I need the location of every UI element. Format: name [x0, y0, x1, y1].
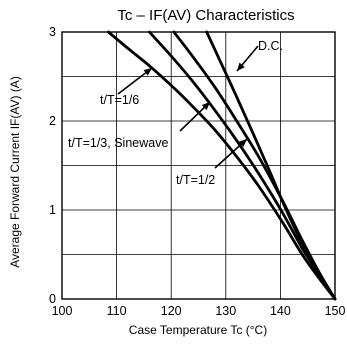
x-tick-label: 140 — [270, 304, 291, 318]
plot-frame — [61, 31, 336, 300]
x-tick-label: 110 — [107, 304, 127, 318]
annotation-arrowhead — [238, 139, 247, 147]
annotation-label: t/T=1/3, Sinewave — [68, 136, 168, 150]
y-axis-label: Average Forward Current IF(AV) (A) — [8, 76, 22, 268]
series-line — [107, 30, 337, 301]
annotation-arrowhead — [237, 62, 245, 71]
y-tick-label: 2 — [49, 114, 56, 128]
y-tick-label: 3 — [49, 25, 56, 39]
x-tick-label: 100 — [52, 304, 73, 318]
annotation-label: t/T=1/2 — [176, 173, 215, 187]
y-tick-labels: 0 1 2 3 — [49, 25, 56, 306]
annotation-label: D.C. — [258, 39, 283, 53]
annotation-arrowhead — [143, 68, 152, 76]
x-tick-label: 150 — [325, 304, 346, 318]
x-tick-label: 130 — [215, 304, 236, 318]
annotation-label: t/T=1/6 — [100, 93, 139, 107]
series-lines — [107, 30, 337, 301]
annotation-arrowhead — [201, 102, 210, 111]
x-tick-labels: 100 110 120 130 140 150 — [52, 304, 346, 318]
annotations: D.C. t/T=1/6 t/T=1/3, Sinewave t/T=1/2 — [68, 39, 283, 187]
x-tick-label: 120 — [161, 304, 182, 318]
y-tick-label: 1 — [49, 203, 56, 217]
chart-title: Tc – IF(AV) Characteristics — [117, 7, 294, 24]
x-axis-label: Case Temperature Tc (°C) — [129, 323, 267, 337]
y-tick-label: 0 — [49, 292, 56, 306]
grid — [62, 32, 335, 299]
series-line — [205, 30, 337, 301]
